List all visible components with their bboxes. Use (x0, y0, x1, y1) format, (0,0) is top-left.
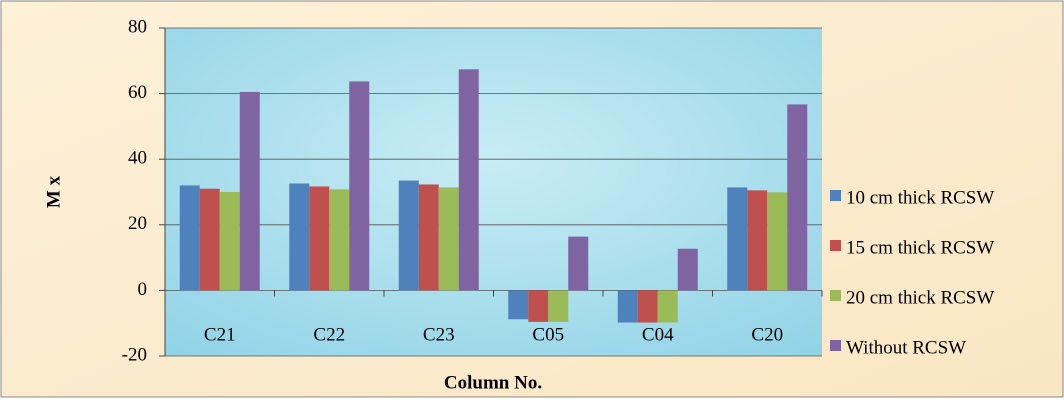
legend-swatch (830, 290, 841, 301)
bar (309, 186, 329, 290)
y-tick-label: 20 (128, 213, 147, 234)
bar (747, 190, 767, 290)
x-tick-label: C04 (642, 324, 674, 345)
x-tick-label: C22 (313, 324, 345, 345)
legend-label: 10 cm thick RCSW (846, 187, 994, 208)
bar (459, 69, 479, 290)
bar (727, 187, 747, 290)
bar (767, 192, 787, 290)
legend-label: 15 cm thick RCSW (846, 237, 994, 258)
bar (548, 290, 568, 321)
y-tick-label: 40 (128, 148, 147, 169)
plot-area (165, 28, 822, 356)
bar (419, 184, 439, 290)
bar (329, 189, 349, 290)
y-tick-label: -20 (122, 344, 147, 365)
y-axis-label: M x (43, 175, 64, 208)
x-tick-label: C20 (751, 324, 783, 345)
bar (528, 290, 548, 321)
bar (349, 81, 369, 290)
bar (787, 104, 807, 290)
bar (658, 290, 678, 322)
legend-swatch (830, 190, 841, 201)
chart: M x Column No. -20 0 20 40 60 80 C21 C22 C23 C05 C… (0, 0, 1064, 398)
legend-swatch (830, 240, 841, 251)
x-axis-label: Column No. (444, 372, 542, 393)
bar (638, 290, 658, 322)
legend-swatch (830, 340, 841, 351)
bar (289, 183, 309, 290)
bar (240, 92, 260, 290)
bar (180, 185, 200, 290)
x-tick-label: C05 (532, 324, 564, 345)
bar (200, 189, 220, 291)
bar (678, 249, 698, 291)
bar (220, 192, 240, 290)
legend-label: Without RCSW (846, 337, 966, 358)
bar (618, 290, 638, 322)
bar (399, 181, 419, 291)
y-tick-label: 80 (128, 16, 147, 37)
x-tick-label: C21 (204, 324, 236, 345)
y-tick-label: 60 (128, 82, 147, 103)
bar (508, 290, 528, 319)
bar (439, 187, 459, 290)
legend-label: 20 cm thick RCSW (846, 287, 994, 308)
y-tick-label: 0 (138, 279, 148, 300)
x-tick-label: C23 (423, 324, 455, 345)
bar (568, 237, 588, 291)
